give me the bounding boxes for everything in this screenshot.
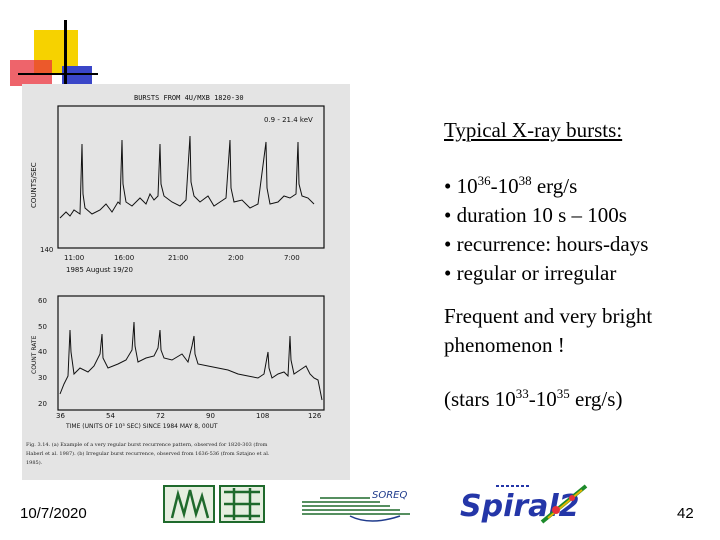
bullet-3-dot: • [444, 232, 452, 256]
paragraph-1-line-2: phenomenon ! [444, 333, 565, 357]
bullet-1-text-a: 10 [451, 174, 478, 198]
bullet-1-text-b: -10 [490, 174, 519, 198]
slide-heading: Typical X-ray bursts: [444, 118, 623, 142]
bottom-ylabel: COUNT RATE [31, 335, 38, 374]
para-2-text-c: erg/s) [569, 387, 623, 411]
figure-svg: BURSTS FROM 4U/MXB 1820-30 0.9 - 21.4 ke… [26, 94, 325, 466]
bullet-1-text-c: erg/s [531, 174, 578, 198]
para-2-text-b: -10 [528, 387, 557, 411]
figure-caption: Fig. 3.14. (a) Example of a very regular… [26, 441, 270, 466]
top-ymin-label: 140 [40, 246, 53, 254]
bot-ytick-0: 60 [38, 297, 47, 305]
bottom-xticks: 36 54 72 90 108 126 [56, 412, 322, 420]
energy-label: 0.9 - 21.4 keV [264, 116, 313, 124]
bottom-lightcurve [59, 321, 323, 401]
caption-line-0: Fig. 3.14. (a) Example of a very regular… [26, 441, 268, 448]
bullet-1-sup-b: 38 [518, 173, 532, 188]
bullet-4: • regular or irregular [444, 259, 616, 288]
caption-line-2: 1985). [26, 459, 43, 466]
para-2-sup-a: 33 [515, 386, 529, 401]
date-label: 1985 August 19/20 [66, 266, 133, 274]
bullet-2-text: duration 10 s – 100s [451, 203, 627, 227]
top-panel-title: BURSTS FROM 4U/MXB 1820-30 [134, 94, 244, 102]
xray-burst-figure: BURSTS FROM 4U/MXB 1820-30 0.9 - 21.4 ke… [22, 84, 350, 480]
bullet-4-text: regular or irregular [451, 261, 617, 285]
bullet-1: • 1036-1038 erg/s [444, 172, 577, 201]
bottom-panel-frame [57, 295, 325, 411]
bullet-1-dot: • [444, 174, 452, 198]
soreq-text: SOREQ [372, 490, 407, 501]
bullet-4-dot: • [444, 261, 452, 285]
bot-xtick-3: 90 [206, 412, 215, 420]
bullet-1-sup-a: 36 [477, 173, 491, 188]
bot-ytick-1: 50 [38, 323, 47, 331]
top-xticks: 11:00 16:00 21:00 2:00 7:00 [64, 254, 300, 262]
institute-logo [163, 485, 265, 523]
paragraph-2: (stars 1033-1035 erg/s) [444, 385, 622, 414]
bullet-3: • recurrence: hours-days [444, 230, 648, 259]
bullet-2: • duration 10 s – 100s [444, 201, 627, 230]
caption-line-1: Haberl et al. 1987). (b) Irregular burst… [26, 450, 270, 457]
bottom-yticks: 60 50 40 30 20 [38, 297, 47, 408]
top-xtick-3: 2:00 [228, 254, 244, 262]
bot-xtick-2: 72 [156, 412, 165, 420]
bullet-3-text: recurrence: hours-days [451, 232, 649, 256]
footer-page-number: 42 [677, 505, 694, 522]
top-lightcurve [59, 135, 315, 219]
footer-date: 10/7/2020 [20, 505, 87, 522]
bot-ytick-3: 30 [38, 374, 47, 382]
top-xtick-0: 11:00 [64, 254, 84, 262]
spiral2-logo: Spiral2 [460, 484, 588, 524]
para-2-sup-b: 35 [556, 386, 570, 401]
top-ylabel: COUNTS/SEC [30, 162, 38, 208]
corner-vertical-line [64, 20, 67, 110]
bot-ytick-4: 20 [38, 400, 47, 408]
bot-ytick-2: 40 [38, 348, 47, 356]
top-xtick-4: 7:00 [284, 254, 300, 262]
bot-xtick-0: 36 [56, 412, 65, 420]
corner-horizontal-line [18, 73, 98, 75]
bot-xtick-1: 54 [106, 412, 115, 420]
bottom-xlabel: TIME (UNITS OF 10³ SEC) SINCE 1984 MAY 8… [65, 423, 218, 430]
top-xtick-1: 16:00 [114, 254, 134, 262]
top-xtick-2: 21:00 [168, 254, 188, 262]
para-2-text-a: (stars 10 [444, 387, 516, 411]
top-panel-frame [57, 105, 325, 249]
bot-xtick-4: 108 [256, 412, 269, 420]
paragraph-1-line-1: Frequent and very bright [444, 304, 653, 328]
bot-xtick-5: 126 [308, 412, 322, 420]
bullet-2-dot: • [444, 203, 452, 227]
soreq-logo: SOREQ [302, 490, 410, 522]
